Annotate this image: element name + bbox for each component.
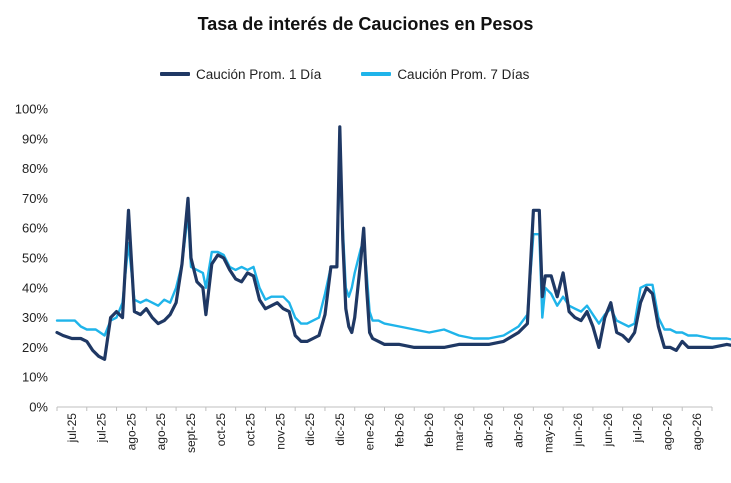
- x-tick-label: feb-26: [422, 413, 436, 447]
- series-lines: [55, 125, 731, 361]
- x-tick-label: ago-25: [154, 413, 168, 451]
- x-tick-label: jul-25: [95, 413, 109, 444]
- y-tick-label: 20%: [22, 340, 48, 355]
- legend-item-7-days: Caución Prom. 7 Días: [361, 67, 529, 82]
- y-tick-label: 80%: [22, 161, 48, 176]
- series-line-7-days: [55, 158, 731, 341]
- y-tick-label: 70%: [22, 191, 48, 206]
- x-tick-label: dic-25: [303, 413, 317, 446]
- x-tick-label: abr-26: [511, 413, 525, 448]
- x-tick-label: feb-26: [392, 413, 406, 447]
- x-axis: jul-25 jul-25 ago-25 ago-25 sept-25 oct-25 oct…: [56, 406, 713, 453]
- y-tick-label: 10%: [22, 370, 48, 385]
- chart-title: Tasa de interés de Cauciones en Pesos: [197, 14, 534, 34]
- x-tick-label: abr-26: [482, 413, 496, 448]
- x-tick-label: sept-25: [184, 413, 198, 453]
- x-tick-label: may-26: [541, 413, 555, 453]
- x-tick-label: jun-26: [571, 413, 585, 448]
- y-tick-label: 30%: [22, 310, 48, 325]
- y-tick-label: 0%: [29, 400, 48, 415]
- x-tick-label: ago-25: [124, 413, 138, 451]
- x-tick-label: dic-25: [333, 413, 347, 446]
- y-tick-label: 60%: [22, 221, 48, 236]
- y-tick-label: 100%: [15, 102, 49, 117]
- x-tick-label: jul-26: [631, 413, 645, 444]
- x-tick-label: mar-26: [452, 413, 466, 451]
- legend-item-1-day: Caución Prom. 1 Día: [160, 67, 321, 82]
- y-tick-label: 50%: [22, 251, 48, 266]
- x-tick-label: oct-25: [244, 413, 258, 447]
- legend-swatch-7-days: [361, 72, 392, 76]
- y-axis-ticks: 0% 10% 20% 30% 40% 50% 60% 70% 80% 90% 100%: [15, 102, 49, 415]
- legend-swatch-1-day: [160, 72, 190, 76]
- x-tick-label: ene-26: [363, 413, 377, 451]
- x-tick-label: jun-26: [601, 413, 615, 448]
- series-line-1-day: [55, 125, 731, 361]
- y-tick-label: 40%: [22, 280, 48, 295]
- x-tick-label: oct-25: [214, 413, 228, 447]
- legend-label-1-day: Caución Prom. 1 Día: [196, 66, 322, 82]
- x-tick-label: nov-25: [273, 413, 287, 450]
- legend-label-7-days: Caución Prom. 7 Días: [397, 66, 530, 82]
- x-tick-label: ago-26: [690, 413, 704, 451]
- legend: Caución Prom. 1 Día Caución Prom. 7 Días: [160, 64, 569, 84]
- y-tick-label: 90%: [22, 131, 48, 146]
- x-tick-label: ago-26: [660, 413, 674, 451]
- x-tick-label: jul-25: [65, 413, 79, 444]
